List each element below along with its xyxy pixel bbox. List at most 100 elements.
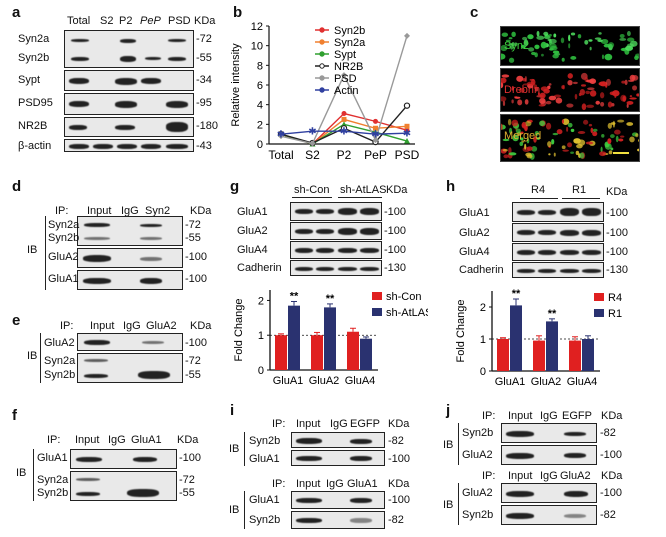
- blot-g-glua4: [290, 241, 382, 259]
- x-tick-label: PSD: [395, 148, 420, 162]
- kda-180: -180: [196, 120, 219, 132]
- significance-mark: **: [290, 290, 299, 302]
- speckle: [512, 134, 519, 142]
- kda-f-100: -100: [179, 452, 202, 464]
- kda-43: -43: [196, 140, 212, 152]
- legend-label: R4: [608, 292, 622, 304]
- row-d-syn2b: Syn2b: [48, 232, 80, 244]
- bar-r1: [546, 321, 558, 371]
- speckle: [553, 152, 556, 157]
- speckle: [594, 37, 602, 40]
- speckle: [624, 79, 628, 86]
- row-i1-syn2b: Syn2b: [249, 435, 281, 447]
- speckle: [562, 149, 569, 152]
- row-i2-syn2b: Syn2b: [249, 514, 281, 526]
- row-nr2b: NR2B: [18, 120, 48, 132]
- row-j2-glua2: GluA2: [462, 487, 493, 499]
- kda-j1-100: -100: [600, 449, 623, 461]
- y-axis-label: Fold Change: [233, 299, 245, 362]
- blot-actin: [64, 139, 194, 152]
- speckle: [592, 131, 598, 137]
- speckle: [509, 127, 513, 134]
- group-r1: R1: [572, 184, 587, 196]
- kda-d-55: -55: [185, 232, 201, 244]
- speckle: [528, 47, 535, 52]
- speckle: [567, 73, 573, 79]
- x-tick-label: Total: [268, 148, 293, 162]
- speckle: [622, 95, 627, 102]
- speckle: [537, 92, 540, 96]
- micrograph-syn2: [500, 26, 640, 66]
- group-shcon: sh-Con: [294, 184, 330, 196]
- speckle: [598, 32, 602, 35]
- speckle: [635, 133, 639, 138]
- speckle: [627, 37, 635, 42]
- row-h-glua4: GluA4: [459, 246, 490, 258]
- kda-d-100b: -100: [185, 273, 208, 285]
- speckle: [599, 92, 605, 99]
- speckle: [631, 75, 639, 81]
- row-f-syn2b: Syn2b: [37, 487, 69, 499]
- speckle: [526, 138, 530, 144]
- scale-bar: [613, 152, 629, 154]
- kda-header-i2: KDa: [388, 478, 410, 490]
- speckle: [566, 126, 569, 132]
- speckle: [598, 81, 607, 86]
- ib-label-i2: IB: [229, 504, 240, 516]
- blot-g-cadherin: [290, 260, 382, 276]
- blot-j1-glua2: [501, 445, 597, 465]
- kda-i1-100: -100: [388, 453, 411, 465]
- x-tick-label: S2: [305, 148, 320, 162]
- y-tick-label: 2: [257, 119, 263, 131]
- kda-i1-82: -82: [388, 435, 404, 447]
- blot-j1-syn2b: [501, 423, 597, 443]
- x-tick-label: GluA2: [309, 375, 340, 387]
- point-actin: ✱: [371, 130, 379, 141]
- blot-h-glua2: [512, 223, 604, 242]
- row-syn2a: Syn2a: [18, 33, 50, 45]
- speckle: [501, 77, 507, 84]
- legend-label: R1: [608, 308, 622, 320]
- col-igg-e: IgG: [123, 320, 141, 332]
- speckle: [540, 41, 547, 49]
- bar-sh-atlas: [288, 305, 300, 370]
- speckle: [626, 100, 634, 105]
- speckle: [552, 132, 559, 136]
- row-sypt: Sypt: [18, 74, 41, 86]
- row-h-glua1: GluA1: [459, 207, 490, 219]
- y-tick-label: 8: [257, 60, 263, 72]
- speckle: [517, 99, 523, 106]
- speckle: [600, 39, 609, 45]
- y-tick-label: 1: [480, 334, 486, 346]
- speckle: [570, 151, 574, 154]
- speckle: [533, 84, 538, 90]
- significance-mark: **: [512, 288, 521, 300]
- x-tick-label: GluA4: [345, 375, 376, 387]
- panel-f-label: f: [12, 407, 17, 424]
- ib-label-j2: IB: [443, 499, 454, 511]
- row-d-glua1: GluA1: [48, 273, 79, 285]
- speckle: [568, 34, 571, 42]
- blot-d-glua1: [77, 270, 183, 290]
- col-input-e: Input: [90, 320, 115, 332]
- speckle: [629, 95, 633, 98]
- kda-55: -55: [196, 52, 212, 64]
- speckle: [595, 100, 600, 105]
- speckle: [561, 119, 565, 124]
- speckle: [502, 138, 510, 142]
- blot-h-glua1: [512, 202, 604, 222]
- speckle: [629, 97, 637, 100]
- ip-label-i1: IP:: [272, 418, 286, 430]
- legend-label: Syn2b: [334, 25, 365, 37]
- speckle: [638, 139, 639, 142]
- speckle: [524, 99, 529, 105]
- legend-swatch: [372, 308, 382, 316]
- speckle: [503, 154, 509, 159]
- speckle: [526, 154, 533, 159]
- row-e-syn2a: Syn2a: [44, 355, 76, 367]
- bar-sh-atlas: [324, 307, 336, 370]
- legend-marker: [319, 39, 325, 45]
- speckle: [545, 100, 552, 105]
- point-syn2b: [373, 118, 378, 124]
- row-g-cadherin: Cadherin: [237, 262, 282, 274]
